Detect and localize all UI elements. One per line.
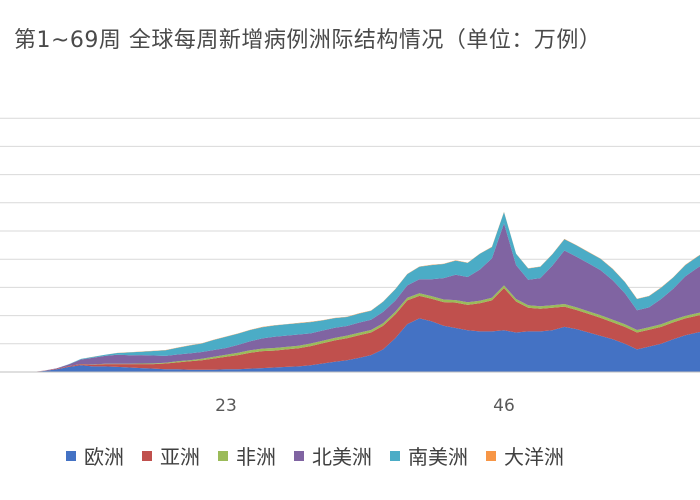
area-series-0 [0,318,700,372]
gridlines [0,117,700,345]
legend-swatch-3 [294,450,304,461]
x-tick-labels: 23 46 [215,396,515,416]
legend-label-3: 北美洲 [312,445,372,469]
legend-item-0: 欧洲 [66,441,124,470]
x-tick-label-23: 23 [215,396,237,416]
legend-item-4: 南美洲 [390,441,468,470]
legend-label-0: 欧洲 [84,445,124,469]
legend-label-5: 大洋洲 [504,445,564,469]
legend-item-5: 大洋洲 [486,441,564,470]
x-tick-label-46: 46 [493,396,515,416]
area-series-3 [0,223,700,372]
legend-label-2: 非洲 [236,445,276,469]
area-series-1 [0,288,700,372]
legend-item-2: 非洲 [218,441,276,470]
chart-title: 第1~69周 全球每周新增病例洲际结构情况（单位：万例） [14,28,602,53]
chart-legend: 欧洲 亚洲 非洲 北美洲 南美洲 大洋洲 [66,441,582,470]
legend-label-1: 亚洲 [160,445,200,469]
legend-swatch-0 [66,450,76,461]
legend-item-3: 北美洲 [294,441,372,470]
legend-swatch-2 [218,450,228,461]
series-areas [0,211,700,372]
legend-label-4: 南美洲 [408,445,468,469]
legend-swatch-4 [390,450,400,461]
legend-swatch-1 [142,450,152,461]
legend-swatch-5 [486,450,496,461]
legend-item-1: 亚洲 [142,441,200,470]
